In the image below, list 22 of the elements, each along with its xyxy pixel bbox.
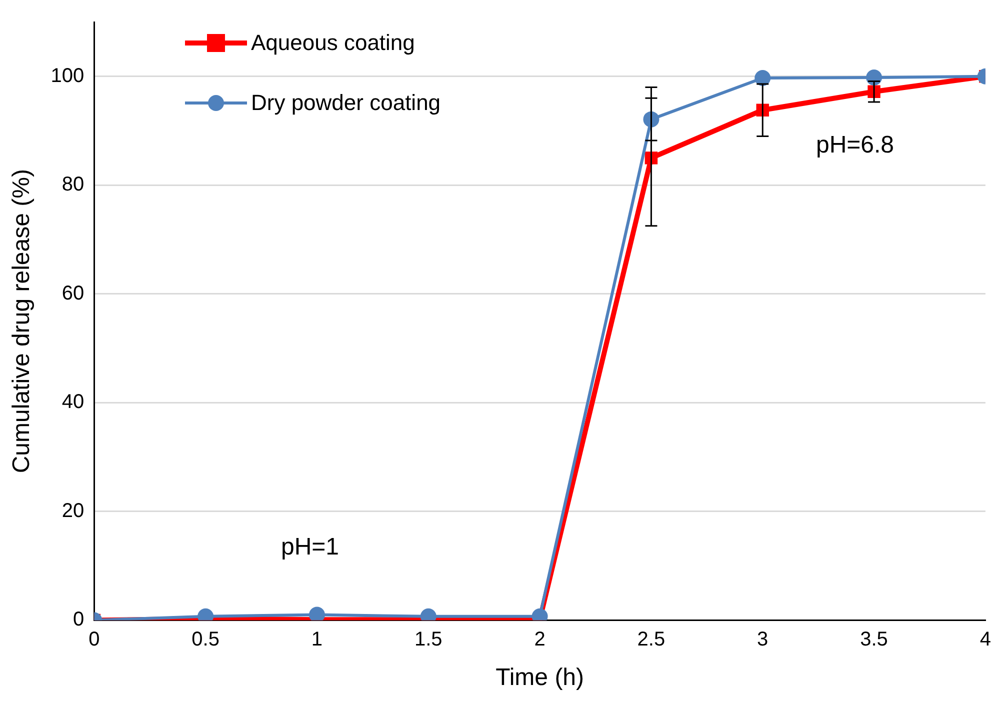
y-tick-label: 0 xyxy=(73,608,84,631)
y-tick-label: 80 xyxy=(62,174,84,196)
x-tick-label: 1.5 xyxy=(414,628,442,651)
y-tick-label: 100 xyxy=(50,64,84,87)
x-tick-label: 3.5 xyxy=(860,628,888,651)
x-tick-label: 2 xyxy=(534,628,546,651)
y-tick-label: 60 xyxy=(62,282,84,304)
x-tick-label: 2.5 xyxy=(637,628,666,651)
legend-label: Aqueous coating xyxy=(251,30,415,56)
point xyxy=(754,70,771,86)
y-axis-title: Cumulative drug release (%) xyxy=(8,169,36,474)
annotation: pH=1 xyxy=(280,534,340,561)
x-tick-label: 3 xyxy=(757,628,768,651)
y-tick-label: 20 xyxy=(62,500,84,522)
y-tick-label: 40 xyxy=(62,391,84,414)
x-tick-label: 4 xyxy=(980,628,991,651)
x-tick-label: 0.5 xyxy=(192,628,220,651)
legend-label: Dry powder coating xyxy=(251,90,441,116)
x-axis-title: Time (h) xyxy=(496,664,584,692)
x-tick-label: 1 xyxy=(311,628,323,651)
annotation: pH=6.8 xyxy=(816,132,894,159)
x-tick-label: 0 xyxy=(88,628,100,651)
